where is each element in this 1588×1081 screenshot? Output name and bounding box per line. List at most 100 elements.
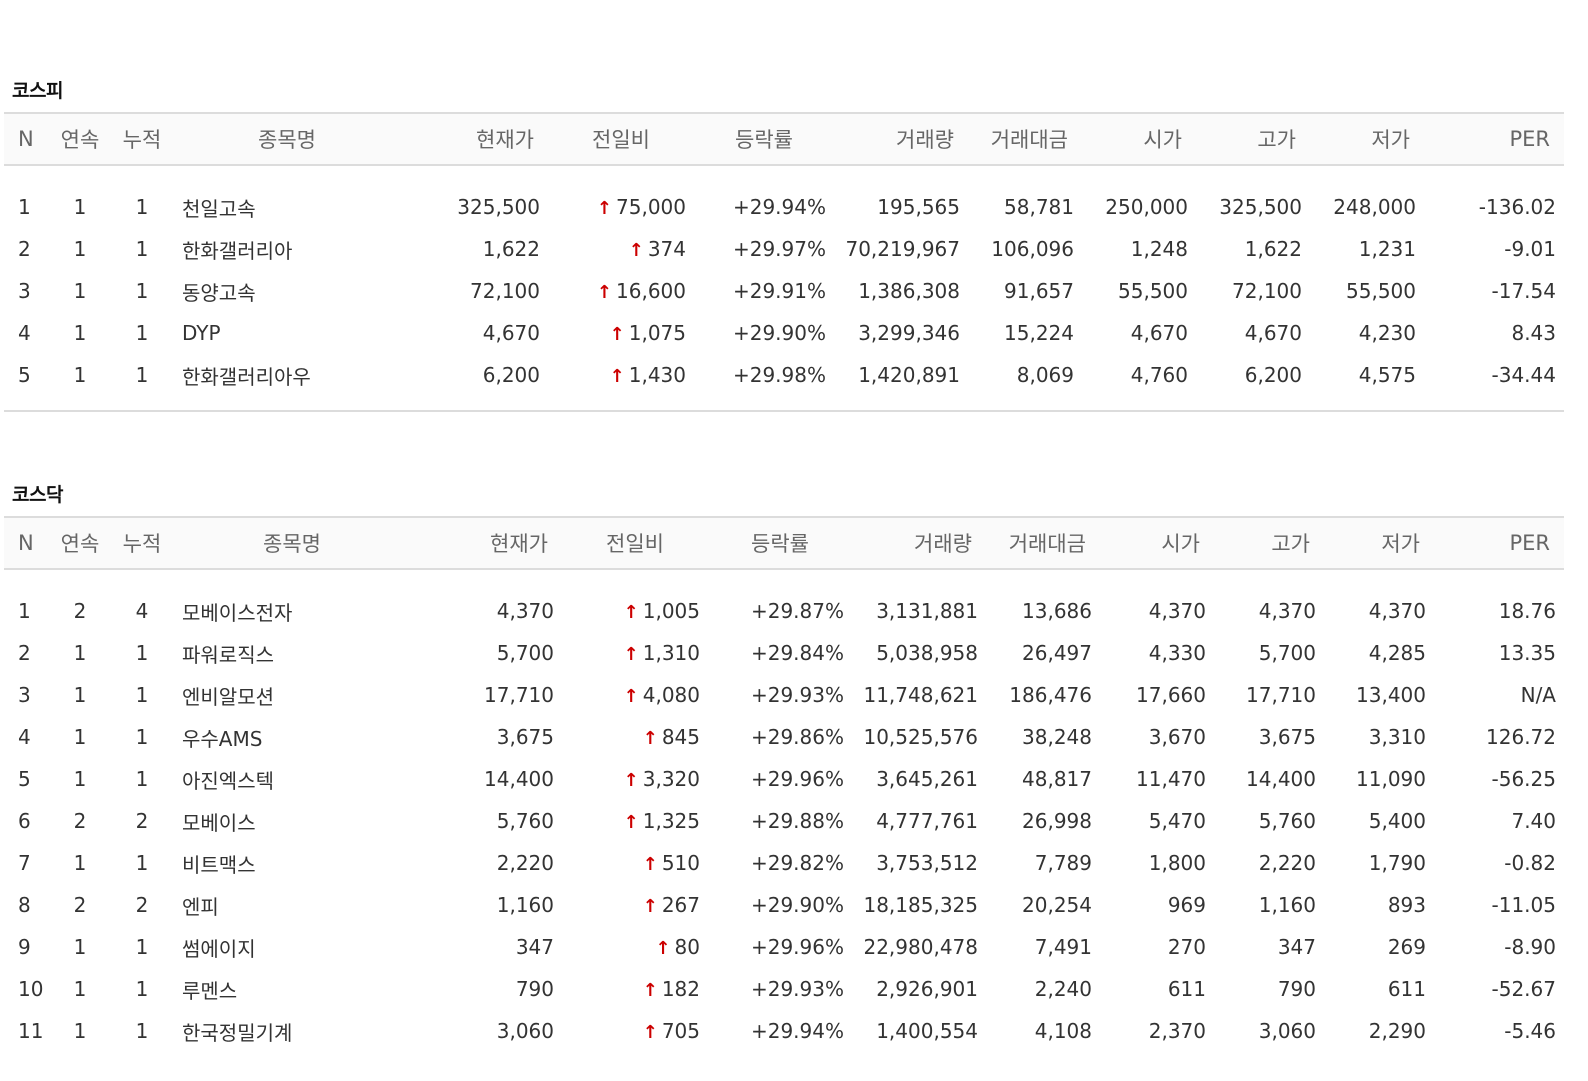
col-header-open[interactable]: 시가	[1082, 112, 1196, 166]
table-row: 11 1 1 한국정밀기계 3,060 ↑ 705 +29.94% 1,400,554 4,108…	[4, 1010, 1564, 1052]
change-amount: 1,325	[642, 809, 700, 833]
stock-name-link[interactable]: 파워로직스	[182, 642, 274, 667]
high-price: 1,622	[1244, 237, 1302, 261]
trade-amount: 15,224	[1004, 321, 1074, 345]
change-value: ↑ 80	[562, 926, 708, 968]
change-rate: +29.96%	[750, 935, 844, 959]
open-price: 611	[1167, 977, 1206, 1001]
stock-name-link[interactable]: 동양고속	[182, 280, 256, 305]
col-header-streak[interactable]: 연속	[48, 112, 112, 166]
low-price: 4,370	[1368, 599, 1426, 623]
col-header-rate[interactable]: 등락률	[708, 516, 852, 570]
col-header-open[interactable]: 시가	[1100, 516, 1214, 570]
stock-name-link[interactable]: 비트맥스	[182, 852, 256, 877]
table-row: 3 1 1 동양고속 72,100 ↑ 16,600 +29.91% 1,386,308 91,6…	[4, 270, 1564, 312]
col-header-cumul[interactable]: 누적	[112, 112, 172, 166]
stock-name-link[interactable]: 한화갤러리아우	[182, 364, 311, 389]
trade-amount: 91,657	[1004, 279, 1074, 303]
stock-name-link[interactable]: 엔비알모션	[182, 684, 274, 709]
trade-volume: 4,777,761	[876, 809, 978, 833]
per-value: 8.43	[1511, 321, 1556, 345]
col-header-name[interactable]: 종목명	[172, 516, 412, 570]
up-arrow-icon: ↑	[623, 812, 639, 833]
kosdaq-title: 코스닥	[12, 484, 63, 506]
up-arrow-icon: ↑	[609, 324, 625, 345]
table-row: 2 1 1 파워로직스 5,700 ↑ 1,310 +29.84% 5,038,958 26,49…	[4, 632, 1564, 674]
trade-volume: 3,299,346	[858, 321, 960, 345]
col-header-change[interactable]: 전일비	[548, 112, 694, 166]
streak-count: 1	[73, 195, 87, 219]
col-header-amount[interactable]: 거래대금	[968, 112, 1082, 166]
col-header-per[interactable]: PER	[1434, 516, 1564, 570]
stock-name-link[interactable]: 천일고속	[182, 196, 256, 221]
trade-amount: 48,817	[1022, 767, 1092, 791]
cumulative-count: 1	[135, 725, 149, 749]
col-header-low[interactable]: 저가	[1310, 112, 1424, 166]
stock-name-link[interactable]: 모베이스전자	[182, 600, 293, 625]
per-value: -17.54	[1491, 279, 1556, 303]
change-value: ↑ 1,325	[562, 800, 708, 842]
change-amount: 75,000	[616, 195, 686, 219]
low-price: 4,285	[1368, 641, 1426, 665]
open-price: 2,370	[1148, 1019, 1206, 1043]
streak-count: 1	[73, 641, 87, 665]
stock-name-link[interactable]: DYP	[182, 321, 221, 345]
col-header-high[interactable]: 고가	[1214, 516, 1324, 570]
stock-name-link[interactable]: 엔피	[182, 894, 219, 919]
col-header-n[interactable]: N	[4, 516, 48, 570]
up-arrow-icon: ↑	[623, 644, 639, 665]
low-price: 611	[1387, 977, 1426, 1001]
low-price: 11,090	[1356, 767, 1426, 791]
col-header-name[interactable]: 종목명	[172, 112, 402, 166]
stock-name-link[interactable]: 한화갤러리아	[182, 238, 293, 263]
stock-name-link[interactable]: 아진엑스텍	[182, 768, 274, 793]
current-price: 3,675	[496, 725, 554, 749]
table-row: 2 1 1 한화갤러리아 1,622 ↑ 374 +29.97% 70,219,967 106,0…	[4, 228, 1564, 270]
change-rate: +29.87%	[750, 599, 844, 623]
row-number: 5	[18, 363, 31, 387]
col-header-cumul[interactable]: 누적	[112, 516, 172, 570]
change-rate: +29.93%	[750, 683, 844, 707]
change-rate: +29.91%	[732, 279, 826, 303]
change-rate: +29.93%	[750, 977, 844, 1001]
col-header-streak[interactable]: 연속	[48, 516, 112, 570]
per-value: N/A	[1520, 683, 1556, 707]
col-header-price[interactable]: 현재가	[402, 112, 548, 166]
stock-name-link[interactable]: 우수AMS	[182, 726, 263, 751]
open-price: 11,470	[1136, 767, 1206, 791]
col-header-volume[interactable]: 거래량	[852, 516, 986, 570]
col-header-high[interactable]: 고가	[1196, 112, 1310, 166]
row-number: 8	[18, 893, 31, 917]
per-value: -9.01	[1504, 237, 1556, 261]
change-amount: 182	[661, 977, 700, 1001]
col-header-per[interactable]: PER	[1424, 112, 1564, 166]
col-header-volume[interactable]: 거래량	[834, 112, 968, 166]
kosdaq-rows: 1 2 4 모베이스전자 4,370 ↑ 1,005 +29.87% 3,131,881 13,6…	[4, 569, 1564, 1052]
trade-volume: 1,420,891	[858, 363, 960, 387]
col-header-price[interactable]: 현재가	[412, 516, 562, 570]
change-value: ↑ 374	[548, 228, 694, 270]
col-header-rate[interactable]: 등락률	[694, 112, 834, 166]
stock-name-link[interactable]: 썸에이지	[182, 936, 256, 961]
col-header-amount[interactable]: 거래대금	[986, 516, 1100, 570]
per-value: -56.25	[1491, 767, 1556, 791]
low-price: 4,575	[1358, 363, 1416, 387]
open-price: 4,330	[1148, 641, 1206, 665]
stock-name-link[interactable]: 루멘스	[182, 978, 238, 1003]
high-price: 325,500	[1219, 195, 1302, 219]
trade-volume: 18,185,325	[863, 893, 978, 917]
change-rate: +29.90%	[732, 321, 826, 345]
stock-name-link[interactable]: 모베이스	[182, 810, 256, 835]
col-header-n[interactable]: N	[4, 112, 48, 166]
stock-name-link[interactable]: 한국정밀기계	[182, 1020, 293, 1045]
col-header-low[interactable]: 저가	[1324, 516, 1434, 570]
trade-volume: 3,753,512	[876, 851, 978, 875]
row-number: 7	[18, 851, 31, 875]
streak-count: 1	[73, 237, 87, 261]
cumulative-count: 1	[135, 641, 149, 665]
table-row: 5 1 1 한화갤러리아우 6,200 ↑ 1,430 +29.98% 1,420,891 8,0…	[4, 354, 1564, 396]
col-header-change[interactable]: 전일비	[562, 516, 708, 570]
change-value: ↑ 510	[562, 842, 708, 884]
current-price: 4,670	[482, 321, 540, 345]
low-price: 893	[1387, 893, 1426, 917]
